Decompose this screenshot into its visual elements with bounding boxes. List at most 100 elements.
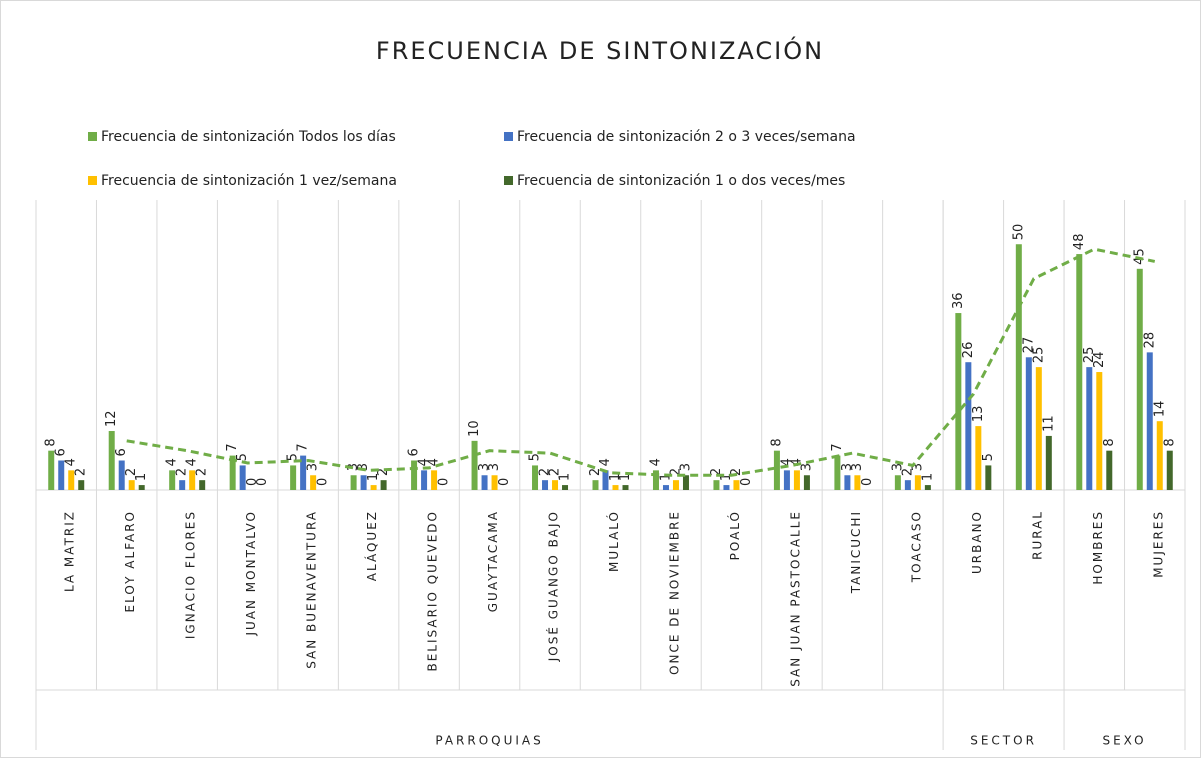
group-label: SECTOR	[970, 734, 1037, 748]
data-label: 12	[104, 410, 119, 427]
x-tick-label: JOSÉ GUANGO BAJO	[546, 510, 561, 662]
bar	[723, 485, 730, 490]
x-tick-label: HOMBRES	[1091, 510, 1105, 585]
bar	[602, 470, 609, 490]
bar	[1166, 450, 1173, 490]
bar	[310, 475, 317, 490]
bar	[68, 470, 75, 490]
data-label: 7	[225, 443, 240, 451]
data-label: 4	[427, 458, 442, 466]
bar	[189, 470, 196, 490]
bar	[652, 470, 659, 490]
data-label: 2	[709, 468, 724, 476]
x-tick-label: RURAL	[1030, 510, 1044, 560]
data-label: 3	[850, 463, 865, 471]
data-label: 8	[1102, 438, 1117, 446]
bar	[471, 440, 478, 490]
data-label: 50	[1011, 224, 1026, 241]
bar	[975, 426, 982, 490]
bar	[894, 475, 901, 490]
bar	[179, 480, 186, 490]
data-label: 4	[779, 458, 794, 466]
bar	[1136, 268, 1143, 490]
data-label: 0	[316, 478, 331, 486]
bar	[612, 485, 619, 490]
legend-swatch	[504, 132, 513, 141]
data-label: 36	[951, 293, 966, 310]
data-label: 1	[558, 473, 573, 481]
data-label: 6	[54, 448, 69, 456]
data-label: 2	[538, 468, 553, 476]
bar	[713, 480, 720, 490]
bar	[1096, 372, 1103, 490]
bar	[58, 460, 65, 490]
x-tick-label: GUAYTACAMA	[486, 510, 500, 612]
bar	[1106, 450, 1113, 490]
bar	[169, 470, 176, 490]
legend-label: Frecuencia de sintonización 2 o 3 veces/…	[517, 129, 856, 145]
bar	[592, 480, 599, 490]
data-label: 5	[286, 453, 301, 461]
data-label: 0	[860, 478, 875, 486]
data-label: 6	[114, 448, 129, 456]
x-tick-label: MUJERES	[1151, 510, 1165, 578]
data-label: 48	[1072, 234, 1087, 251]
chart-title: FRECUENCIA DE SINTONIZACIÓN	[376, 35, 824, 65]
bar	[138, 485, 145, 490]
data-label: 2	[668, 468, 683, 476]
bar	[290, 465, 297, 490]
bar	[491, 475, 498, 490]
bar	[360, 475, 367, 490]
data-label: 2	[588, 468, 603, 476]
data-label: 13	[971, 406, 986, 423]
bar	[844, 475, 851, 490]
bar	[229, 455, 236, 490]
bar	[239, 465, 246, 490]
data-label: 3	[306, 463, 321, 471]
data-label: 3	[477, 463, 492, 471]
group-label: PARROQUIAS	[435, 734, 543, 748]
data-label: 4	[165, 458, 180, 466]
data-label: 1	[658, 473, 673, 481]
legend-swatch	[88, 132, 97, 141]
data-label: 3	[840, 463, 855, 471]
data-label: 1	[618, 473, 633, 481]
data-label: 5	[981, 453, 996, 461]
bar	[552, 480, 559, 490]
data-label: 2	[376, 468, 391, 476]
bar	[773, 450, 780, 490]
bar	[48, 450, 55, 490]
bar	[108, 431, 115, 490]
data-label: 4	[648, 458, 663, 466]
data-label: 5	[528, 453, 543, 461]
bar	[300, 455, 307, 490]
bar	[783, 470, 790, 490]
data-label: 1	[719, 473, 734, 481]
x-tick-label: SAN BUENAVENTURA	[305, 510, 319, 669]
x-tick-label: LA MATRIZ	[63, 510, 77, 592]
data-label: 27	[1021, 337, 1036, 354]
bar	[431, 470, 438, 490]
data-label: 25	[1082, 347, 1097, 364]
bar	[1076, 254, 1083, 490]
data-label: 2	[195, 468, 210, 476]
legend-label: Frecuencia de sintonización Todos los dí…	[101, 129, 396, 145]
bar	[1045, 435, 1052, 490]
data-label: 1	[366, 473, 381, 481]
bar	[532, 465, 539, 490]
data-label: 4	[417, 458, 432, 466]
bar	[733, 480, 740, 490]
bar	[481, 475, 488, 490]
x-tick-label: TOACASO	[909, 510, 923, 583]
bar	[682, 475, 689, 490]
bar	[1035, 367, 1042, 490]
data-label: 1	[134, 473, 149, 481]
data-label: 0	[245, 478, 260, 486]
data-label: 3	[678, 463, 693, 471]
data-label: 5	[235, 453, 250, 461]
bar	[199, 480, 206, 490]
data-label: 3	[890, 463, 905, 471]
data-label: 1	[608, 473, 623, 481]
data-label: 4	[185, 458, 200, 466]
